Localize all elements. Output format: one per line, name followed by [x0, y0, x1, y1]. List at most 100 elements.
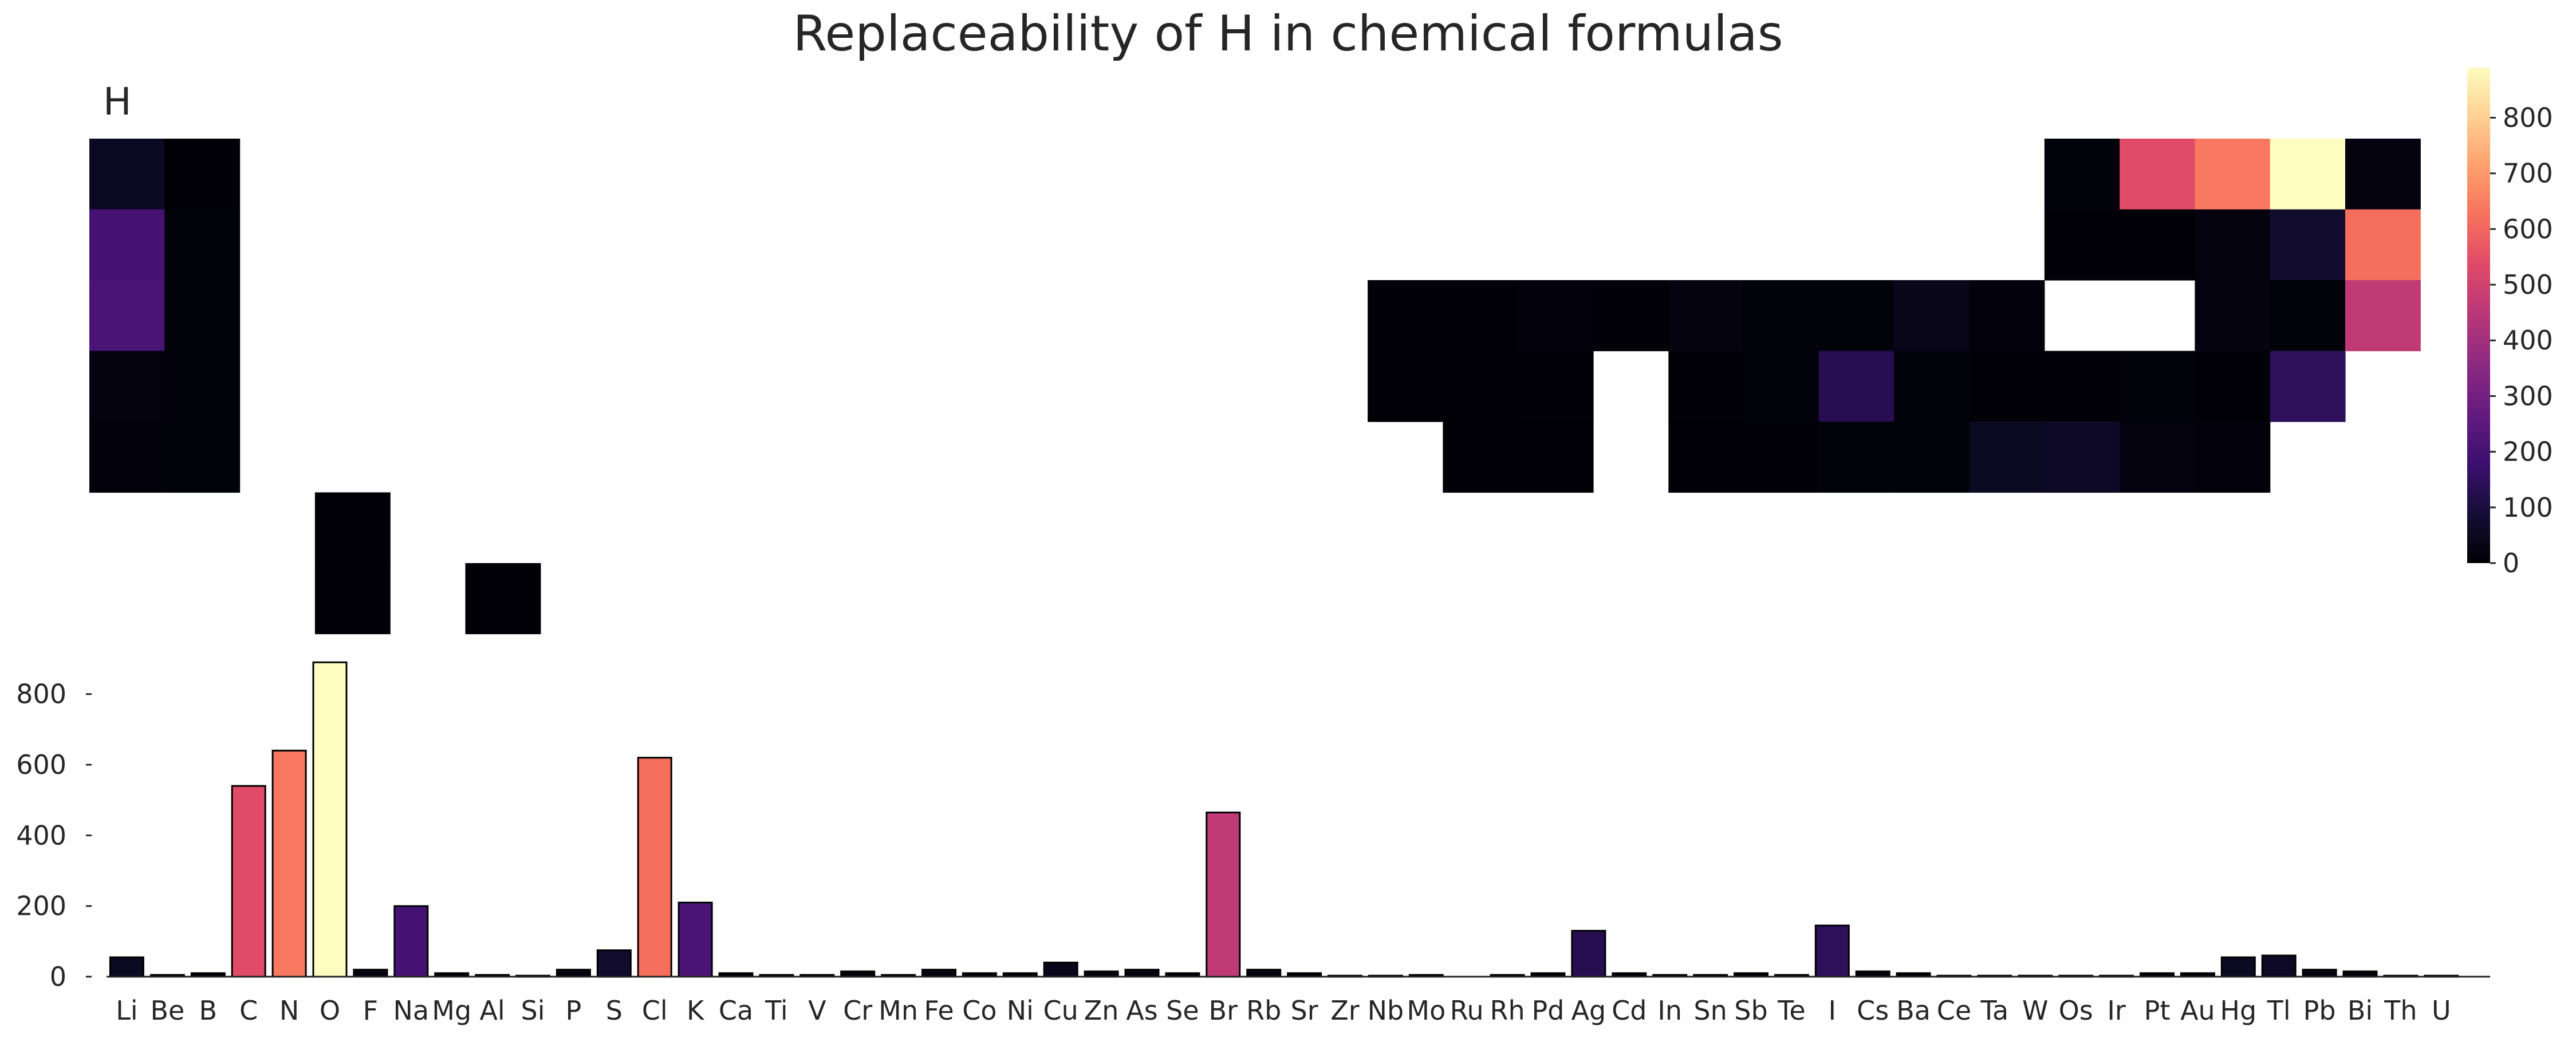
- x-tick-label-pd: Pd: [1532, 995, 1565, 1026]
- heatmap-cell-ce: [314, 492, 391, 564]
- heatmap-cell-al: [2044, 209, 2120, 281]
- heatmap-cell-pt: [1818, 422, 1894, 493]
- x-tick-label-p: P: [566, 995, 582, 1026]
- colorbar-tick-label: 800: [2503, 102, 2553, 133]
- heatmap-cell-ti: [1368, 280, 1443, 352]
- heatmap-cell-bi: [2195, 422, 2271, 493]
- x-tick-label-hg: Hg: [2220, 995, 2256, 1026]
- heatmap-cell-cr: [1518, 280, 1594, 352]
- x-tick-label-w: W: [2022, 995, 2048, 1026]
- x-tick-label-cu: Cu: [1043, 995, 1078, 1026]
- colorbar-tick-label: 500: [2503, 269, 2553, 300]
- x-tick-label-sn: Sn: [1693, 995, 1727, 1026]
- heatmap-cell-rb: [89, 351, 165, 422]
- heatmap-cell-co: [1743, 280, 1819, 352]
- x-tick-label-k: K: [687, 995, 705, 1026]
- x-tick-label-be: Be: [150, 995, 184, 1026]
- colorbar-gradient-bar: [2467, 68, 2490, 563]
- x-tick-label-v: V: [808, 995, 826, 1026]
- bar-chart: Li Be B C N O F Na Mg Al Si P S Cl K Ca Ti V Cr Mn Fe Co Ni Cu Z…: [16, 661, 2490, 1026]
- x-tick-label-rb: Rb: [1246, 995, 1281, 1026]
- heatmap-cell-mg: [164, 209, 241, 281]
- heatmap-cell-ir: [1743, 422, 1819, 493]
- bar-br: [1206, 811, 1241, 978]
- x-tick-label-br: Br: [1209, 995, 1238, 1026]
- bar-k: [678, 902, 713, 978]
- x-tick-label-mn: Mn: [879, 995, 918, 1026]
- heatmap-cell-c: [2120, 139, 2195, 210]
- x-tick-label-c: C: [239, 995, 258, 1026]
- bar-pb: [2302, 969, 2337, 978]
- bar-tl: [2261, 954, 2297, 978]
- x-tick-label-au: Au: [2180, 995, 2215, 1026]
- x-tick-label-s: S: [606, 995, 623, 1026]
- heatmap-cell-tl: [2044, 422, 2120, 493]
- x-tick-label-fe: Fe: [924, 995, 954, 1026]
- x-tick-label-cr: Cr: [843, 995, 872, 1026]
- heatmap-cell-zr: [1368, 351, 1443, 422]
- heatmap-cell-pb: [2120, 422, 2195, 493]
- x-tick-label-mg: Mg: [432, 995, 471, 1026]
- heatmap-cell-n: [2195, 139, 2271, 210]
- y-tick-label: 400: [16, 820, 66, 851]
- y-tick-label: 200: [16, 891, 66, 922]
- x-tick-label-ru: Ru: [1450, 995, 1484, 1026]
- heatmap-cell-ni: [1818, 280, 1894, 352]
- x-tick-label-cs: Cs: [1857, 995, 1889, 1026]
- heatmap-cell-u: [465, 563, 541, 635]
- colorbar-tick-label: 100: [2503, 492, 2553, 523]
- x-tick-label-te: Te: [1777, 995, 1806, 1026]
- heatmap-cell-os: [1668, 422, 1744, 493]
- heatmap-panel-label: H: [103, 80, 132, 124]
- bar-na: [393, 905, 429, 978]
- x-tick-label-f: F: [363, 995, 378, 1026]
- bar-li: [109, 956, 144, 978]
- heatmap-cell-s: [2270, 209, 2346, 281]
- x-tick-label-in: In: [1657, 995, 1682, 1026]
- heatmap-cell-f: [2345, 139, 2421, 210]
- x-tick-label-tl: Tl: [2267, 995, 2291, 1026]
- bar-cu: [1043, 961, 1078, 978]
- heatmap-cell-fe: [1668, 280, 1744, 352]
- x-tick-label-os: Os: [2059, 995, 2093, 1026]
- heatmap-cell-i: [2270, 351, 2346, 422]
- colorbar-tick-label: 200: [2503, 437, 2553, 467]
- x-tick-label-th: Th: [2384, 995, 2417, 1026]
- bar-o: [312, 661, 348, 978]
- bar-i: [1814, 925, 1850, 978]
- bar-rb: [1246, 969, 1282, 978]
- heatmap-cell-ag: [1818, 351, 1894, 422]
- heatmap-cell-sb: [2120, 351, 2195, 422]
- bar-ag: [1571, 930, 1606, 978]
- bar-f: [353, 969, 388, 978]
- x-tick-label-li: Li: [116, 995, 137, 1026]
- x-tick-label-ta: Ta: [1980, 995, 2009, 1026]
- x-tick-label-rh: Rh: [1490, 995, 1525, 1026]
- heatmap-cell-zn: [1969, 280, 2045, 352]
- x-tick-label-bi: Bi: [2347, 995, 2373, 1026]
- heatmap-cell-li: [89, 139, 165, 210]
- x-tick-label-ag: Ag: [1571, 995, 1606, 1026]
- x-tick-label-ni: Ni: [1007, 995, 1034, 1026]
- x-tick-label-n: N: [279, 995, 299, 1026]
- x-tick-label-o: O: [320, 995, 340, 1026]
- bar-n: [271, 749, 307, 978]
- bar-as: [1124, 969, 1160, 978]
- heatmap-cell-mn: [1593, 280, 1669, 352]
- heatmap-cell-ta: [1443, 422, 1519, 493]
- x-tick-label-na: Na: [393, 995, 429, 1026]
- x-tick-label-i: I: [1829, 995, 1837, 1026]
- heatmap-cell-cu: [1894, 280, 1970, 352]
- heatmap-cell-rh: [1668, 351, 1744, 422]
- heatmap-cell-br: [2345, 280, 2421, 352]
- x-tick-label-zn: Zn: [1084, 995, 1119, 1026]
- x-tick-label-ca: Ca: [719, 995, 753, 1026]
- heatmap-cell-ca: [164, 280, 241, 352]
- x-tick-label-ir: Ir: [2107, 995, 2126, 1026]
- heatmap-cell-au: [1894, 422, 1970, 493]
- x-tick-label-zr: Zr: [1330, 995, 1360, 1026]
- y-tick-label: 0: [50, 961, 66, 992]
- heatmap-cell-o: [2270, 139, 2346, 210]
- heatmap-cell-na: [89, 209, 165, 281]
